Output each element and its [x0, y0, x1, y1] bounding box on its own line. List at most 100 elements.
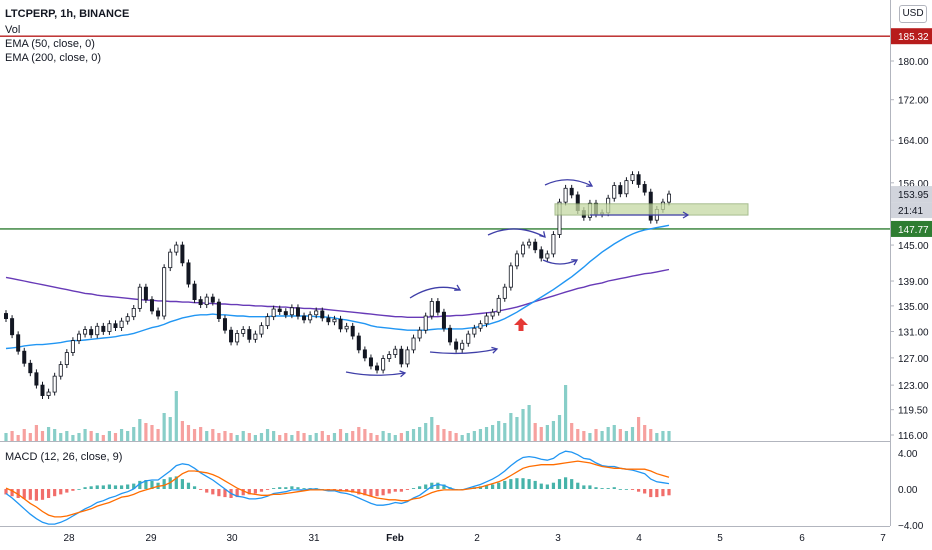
- candle-body: [484, 315, 489, 325]
- price-tick-label: 139.00: [898, 277, 929, 288]
- volume-bar: [521, 409, 525, 441]
- volume-bar: [393, 435, 397, 441]
- macd-histogram-bar: [533, 480, 537, 489]
- macd-tick-label: 0.00: [898, 485, 918, 496]
- support-price-label: 147.77: [898, 225, 929, 236]
- volume-bar: [411, 429, 416, 441]
- macd-pane: [4, 450, 671, 525]
- macd-histogram-bar: [418, 486, 422, 489]
- resistance-price-label-bg: [891, 28, 932, 45]
- macd-histogram-bar: [253, 489, 257, 494]
- volume-bar: [217, 433, 221, 441]
- candle-body: [350, 325, 355, 337]
- ema50-legend: EMA (50, close, 0): [5, 38, 95, 50]
- candle-body: [295, 307, 300, 317]
- macd-histogram-bar: [338, 489, 343, 491]
- volume-bar: [497, 421, 501, 441]
- volume-bar: [539, 427, 543, 441]
- macd-tick-label: −4.00: [898, 521, 924, 532]
- macd-histogram-bar: [296, 487, 300, 489]
- volume-bar: [199, 427, 203, 441]
- volume-bar: [10, 431, 14, 441]
- volume-bar: [290, 435, 294, 441]
- volume-bar: [661, 431, 665, 441]
- volume-bar: [180, 421, 184, 441]
- volume-bar: [545, 425, 549, 441]
- last-price-label-bg: [891, 186, 932, 203]
- macd-histogram-bar: [563, 477, 568, 489]
- time-tick-label: 3: [555, 533, 561, 544]
- volume-bar: [491, 425, 495, 441]
- price-tick-label: 180.00: [898, 57, 929, 68]
- candle-body: [174, 244, 179, 253]
- volume-bar: [345, 433, 349, 441]
- macd-histogram-bar: [265, 489, 270, 490]
- candle-body: [308, 314, 313, 321]
- volume-bar: [28, 433, 32, 441]
- macd-histogram-bar: [217, 489, 221, 497]
- volume-bar: [4, 433, 8, 441]
- macd-histogram-bar: [594, 487, 598, 489]
- candle-body: [113, 323, 118, 328]
- macd-histogram-bar: [95, 485, 99, 489]
- candle-body: [222, 318, 227, 331]
- candle-body: [70, 340, 75, 353]
- volume-bar: [272, 431, 276, 441]
- candle-body: [192, 283, 197, 301]
- volume-bar: [606, 427, 610, 441]
- volume-bar: [34, 425, 39, 441]
- volume-bar: [186, 425, 191, 441]
- macd-histogram-bar: [132, 483, 136, 489]
- price-tick-label: 123.00: [898, 381, 929, 392]
- volume-bar: [126, 431, 130, 441]
- volume-bar: [211, 429, 215, 441]
- candle-body: [429, 301, 434, 317]
- time-tick-label: 5: [717, 533, 723, 544]
- macd-histogram-bar: [643, 489, 647, 494]
- candle-body: [16, 334, 21, 352]
- candle-body: [533, 241, 538, 251]
- macd-histogram-bar: [101, 485, 105, 489]
- volume-bar: [478, 429, 483, 441]
- candle-body: [472, 327, 477, 335]
- candle-body: [283, 311, 288, 316]
- currency-button[interactable]: USD: [899, 5, 927, 23]
- macd-line: [5, 450, 670, 525]
- volume-bar: [649, 429, 653, 441]
- candle-body: [52, 375, 57, 393]
- support-price-label-bg: [891, 220, 932, 237]
- volume-bar: [418, 427, 422, 441]
- volume-bar: [259, 433, 264, 441]
- price-candles: [4, 171, 672, 399]
- volume-bar: [101, 435, 105, 441]
- macd-histogram-bar: [363, 489, 367, 496]
- price-tick-label: 164.00: [898, 136, 929, 147]
- symbol-title: LTCPERP, 1h, BINANCE: [5, 8, 130, 20]
- price-tick-label: 135.00: [898, 302, 929, 313]
- volume-bar: [582, 431, 586, 441]
- candle-body: [320, 310, 325, 319]
- macd-histogram-bar: [582, 485, 586, 489]
- candle-body: [253, 333, 258, 340]
- candle-body: [40, 384, 45, 396]
- volume-bar: [22, 429, 26, 441]
- breakout-arrow-icon: [514, 318, 528, 331]
- macd-histogram-bar: [10, 489, 14, 497]
- annotation-arrowhead: [682, 211, 690, 219]
- macd-histogram-bar: [259, 489, 264, 492]
- candle-body: [168, 251, 173, 269]
- volume-bar: [436, 425, 440, 441]
- volume-bar: [375, 435, 379, 441]
- macd-histogram-bar: [424, 484, 428, 489]
- macd-histogram-bar: [351, 489, 355, 493]
- annotation-arrow: [429, 348, 498, 355]
- candle-body: [277, 308, 282, 312]
- candle-body: [344, 325, 349, 330]
- ema200-legend: EMA (200, close, 0): [5, 52, 101, 64]
- volume-bar: [472, 431, 476, 441]
- macd-histogram-bar: [144, 480, 148, 489]
- candle-body: [502, 286, 507, 299]
- candle-body: [460, 342, 465, 350]
